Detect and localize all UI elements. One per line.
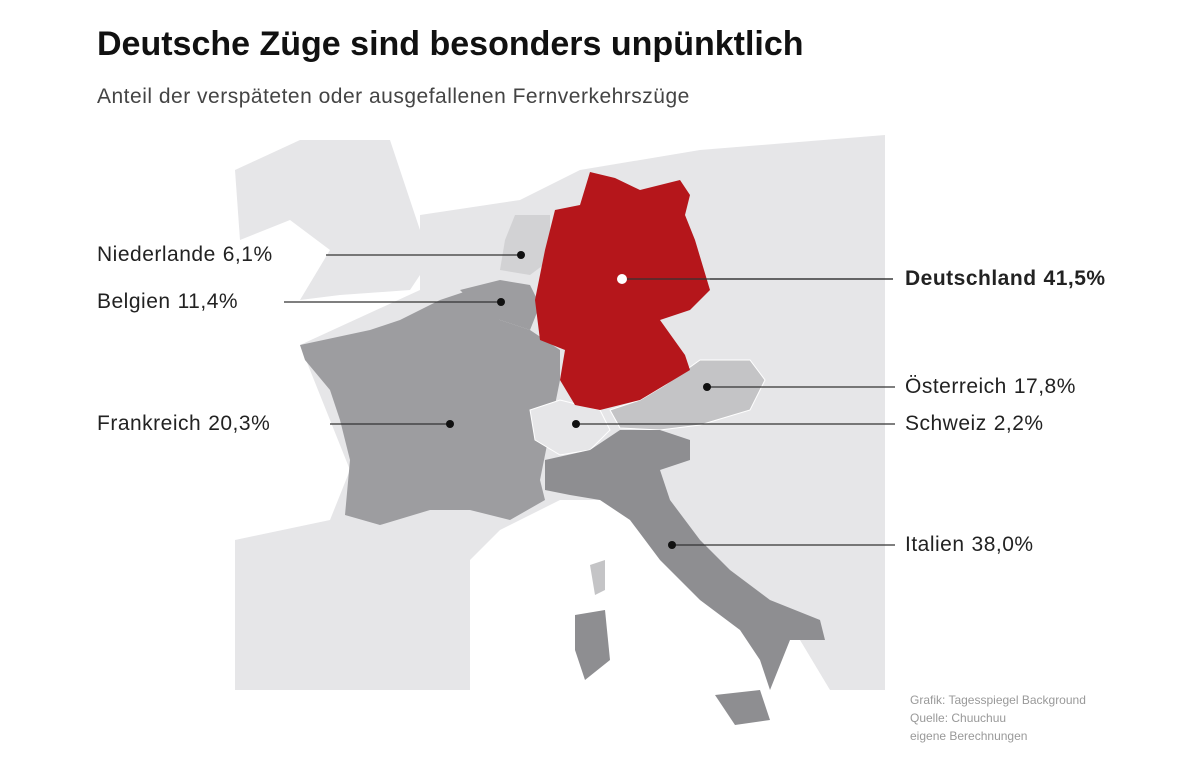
marker xyxy=(668,541,676,549)
labels: Niederlande 6,1% Belgien 11,4% Frankreich 2… xyxy=(97,243,1106,556)
netherlands xyxy=(500,215,550,275)
france xyxy=(300,290,560,525)
marker xyxy=(617,274,627,284)
country-label: Belgien 11,4% xyxy=(97,290,238,313)
country-label: Niederlande 6,1% xyxy=(97,243,273,266)
country-value: 6,1% xyxy=(223,243,273,266)
sardinia xyxy=(575,610,610,680)
austria xyxy=(609,359,766,431)
country-name: Italien xyxy=(905,533,965,556)
corsica xyxy=(590,560,605,595)
country-name: Frankreich xyxy=(97,412,201,435)
switzerland xyxy=(529,399,611,456)
country-label: Schweiz 2,2% xyxy=(905,412,1044,435)
country-value: 38,0% xyxy=(972,533,1034,556)
country-value: 41,5% xyxy=(1044,267,1106,290)
map xyxy=(235,135,885,725)
country-name: Niederlande xyxy=(97,243,216,266)
subtitle: Anteil der verspäteten oder ausgefallene… xyxy=(97,85,690,108)
country-value: 20,3% xyxy=(208,412,270,435)
marker xyxy=(572,420,580,428)
germany xyxy=(535,172,710,410)
leaders xyxy=(284,251,895,549)
country-value: 2,2% xyxy=(994,412,1044,435)
country-name: Deutschland xyxy=(905,267,1037,290)
italy xyxy=(545,430,825,690)
marker xyxy=(446,420,454,428)
country-label: Italien 38,0% xyxy=(905,533,1034,556)
marker xyxy=(497,298,505,306)
marker xyxy=(703,383,711,391)
source-line: eigene Berechnungen xyxy=(910,729,1027,743)
country-label: Österreich 17,8% xyxy=(905,375,1076,398)
source-line: Quelle: Chuuchuu xyxy=(910,711,1006,725)
country-label: Frankreich 20,3% xyxy=(97,412,270,435)
country-label: Deutschland 41,5% xyxy=(905,267,1106,290)
title: Deutsche Züge sind besonders unpünktlich xyxy=(97,25,804,63)
marker xyxy=(517,251,525,259)
source-line: Grafik: Tagesspiegel Background xyxy=(910,693,1086,707)
source: Grafik: Tagesspiegel Background Quelle: … xyxy=(910,693,1086,743)
country-name: Österreich xyxy=(905,375,1007,398)
country-value: 11,4% xyxy=(178,290,239,313)
country-name: Schweiz xyxy=(905,412,987,435)
country-value: 17,8% xyxy=(1014,375,1076,398)
land-uk xyxy=(235,140,430,300)
sicily xyxy=(715,690,770,725)
country-name: Belgien xyxy=(97,290,171,313)
